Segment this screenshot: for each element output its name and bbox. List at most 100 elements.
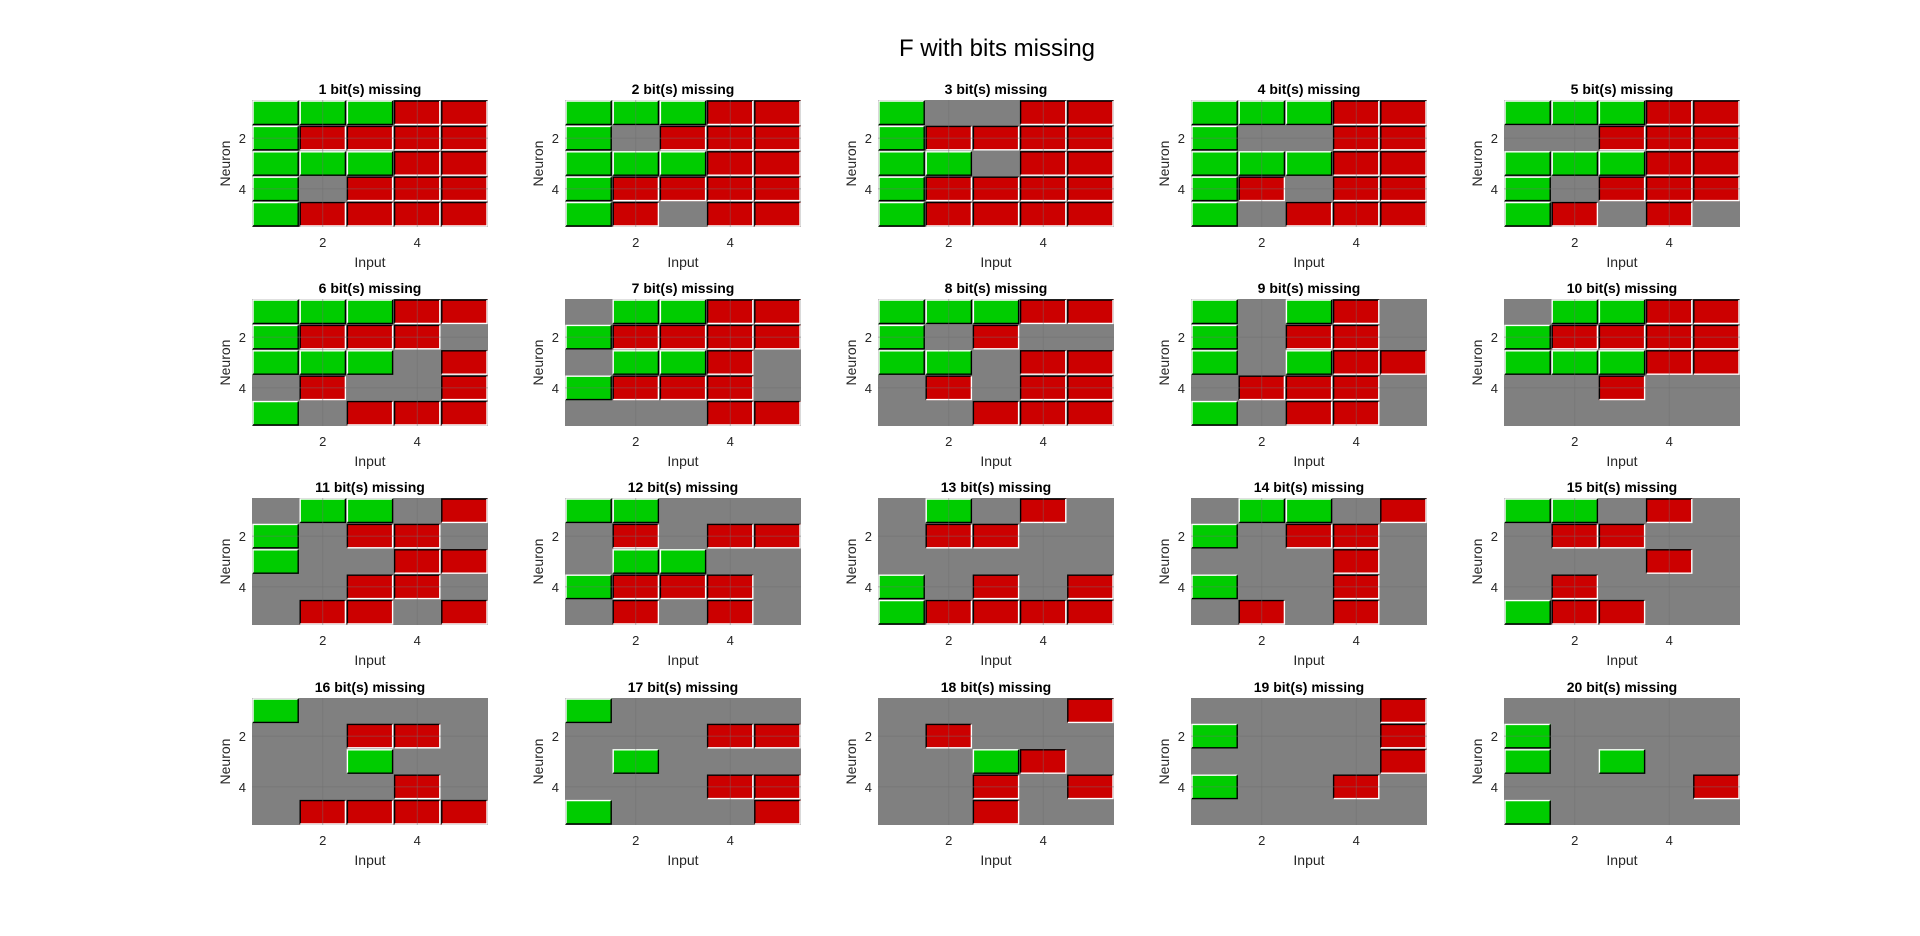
x-tick-label: 2	[1258, 833, 1265, 848]
y-axis-label: Neuron	[530, 340, 546, 386]
heatmap-cell-off	[1693, 151, 1740, 176]
x-tick-label: 4	[1353, 434, 1360, 449]
y-axis-label: Neuron	[530, 739, 546, 785]
x-tick-label: 4	[1040, 434, 1047, 449]
heatmap-cell-missing	[346, 698, 394, 724]
heatmap-cell-off	[754, 201, 801, 227]
y-tick-label: 4	[239, 780, 246, 795]
heatmap-cell-off	[1067, 698, 1114, 724]
heatmap-cell-missing	[440, 748, 488, 775]
x-tick-label: 2	[945, 633, 952, 648]
x-axis-label: Input	[354, 453, 385, 469]
x-tick-label: 2	[1258, 633, 1265, 648]
x-tick-label: 4	[727, 833, 734, 848]
x-tick-label: 2	[1571, 833, 1578, 848]
x-tick-label: 2	[1258, 434, 1265, 449]
heatmap-cell-missing	[1598, 498, 1646, 524]
heatmap-cell-on	[1191, 400, 1238, 426]
x-tick-label: 2	[1571, 633, 1578, 648]
heatmap-cell-on	[346, 350, 394, 375]
heatmap-cell-missing	[1066, 799, 1114, 825]
x-axis-label: Input	[354, 652, 385, 668]
heatmap-cell-missing	[1191, 599, 1239, 625]
subplot: 18 bit(s) missing 2 4 2 4 Input Neuron	[843, 679, 1114, 868]
heatmap-cell-on	[1504, 749, 1551, 774]
heatmap-cell-off	[1067, 100, 1114, 126]
heatmap-cell-on	[878, 151, 925, 176]
subplot: 16 bit(s) missing 2 4 2 4 Input Neuron	[217, 679, 488, 868]
x-axis-label: Input	[354, 254, 385, 270]
heatmap-cell-missing	[1504, 698, 1552, 724]
heatmap-cell-on	[346, 100, 394, 126]
y-tick-label: 4	[552, 381, 559, 396]
heatmap-cell-off	[1380, 749, 1427, 774]
heatmap-cell-missing	[753, 599, 801, 625]
heatmap-cell-off	[1067, 201, 1114, 227]
heatmap-cell-off	[1067, 400, 1114, 426]
heatmap-cell-off	[754, 799, 801, 825]
heatmap-cell-on	[1504, 201, 1551, 227]
heatmap-cell-missing	[753, 548, 801, 575]
y-tick-label: 2	[552, 729, 559, 744]
heatmap-cell-on	[878, 299, 925, 325]
heatmap-cell-missing	[1692, 548, 1740, 575]
heatmap-cell-missing	[972, 548, 1020, 575]
x-tick-label: 2	[1571, 235, 1578, 250]
heatmap-cell-missing	[1191, 498, 1239, 524]
heatmap-cell-off	[1067, 350, 1114, 375]
y-axis-label: Neuron	[1469, 739, 1485, 785]
y-tick-label: 4	[865, 182, 872, 197]
heatmap-cell-missing	[1692, 799, 1740, 825]
heatmap-cell-missing	[1379, 548, 1427, 575]
y-axis-label: Neuron	[843, 739, 859, 785]
y-tick-label: 2	[1491, 729, 1498, 744]
y-tick-label: 4	[865, 780, 872, 795]
x-axis-label: Input	[980, 852, 1011, 868]
heatmap-cell-off	[1380, 350, 1427, 375]
subplot-title: 11 bit(s) missing	[315, 479, 425, 495]
x-tick-label: 2	[319, 235, 326, 250]
y-tick-label: 4	[1491, 780, 1498, 795]
heatmap-cell-missing	[1379, 299, 1427, 325]
heatmap-cell-missing	[1379, 599, 1427, 625]
heatmap-cell-missing	[878, 748, 926, 775]
x-tick-label: 4	[414, 633, 421, 648]
x-tick-label: 4	[1666, 235, 1673, 250]
heatmap-cell-off	[972, 400, 1020, 426]
y-tick-label: 4	[1178, 780, 1185, 795]
x-tick-label: 2	[945, 235, 952, 250]
heatmap-cell-on	[659, 350, 707, 375]
heatmap-cell-on	[659, 549, 707, 574]
heatmap-cell-off	[1693, 100, 1740, 126]
y-tick-label: 4	[552, 182, 559, 197]
x-tick-label: 2	[319, 434, 326, 449]
heatmap-cell-missing	[1598, 548, 1646, 575]
y-tick-label: 4	[865, 580, 872, 595]
heatmap-cell-missing	[1285, 748, 1333, 775]
heatmap-cell-missing	[1504, 299, 1552, 325]
x-axis-label: Input	[354, 852, 385, 868]
x-axis-label: Input	[667, 254, 698, 270]
x-axis-label: Input	[667, 652, 698, 668]
y-axis-label: Neuron	[1156, 340, 1172, 386]
y-axis-label: Neuron	[217, 340, 233, 386]
heatmap-cell-on	[1598, 299, 1646, 325]
subplot-title: 19 bit(s) missing	[1254, 679, 1364, 695]
heatmap-cell-on	[346, 299, 394, 325]
subplot: 2 bit(s) missing 2 4 2 4 Input Neuron	[530, 81, 801, 270]
heatmap-cell-on	[565, 201, 612, 227]
heatmap-cell-off	[441, 599, 488, 625]
x-tick-label: 2	[632, 633, 639, 648]
subplot: 3 bit(s) missing 2 4 2 4 Input Neuron	[843, 81, 1114, 270]
heatmap-cell-missing	[972, 150, 1020, 177]
heatmap-cell-on	[252, 549, 299, 574]
x-tick-label: 4	[414, 235, 421, 250]
heatmap-cell-on	[878, 599, 925, 625]
x-tick-label: 2	[319, 633, 326, 648]
heatmap-cell-missing	[252, 498, 300, 524]
heatmap-cell-on	[972, 749, 1020, 774]
heatmap-cell-on	[1191, 299, 1238, 325]
heatmap-cell-missing	[1379, 799, 1427, 825]
heatmap-cell-on	[659, 299, 707, 325]
